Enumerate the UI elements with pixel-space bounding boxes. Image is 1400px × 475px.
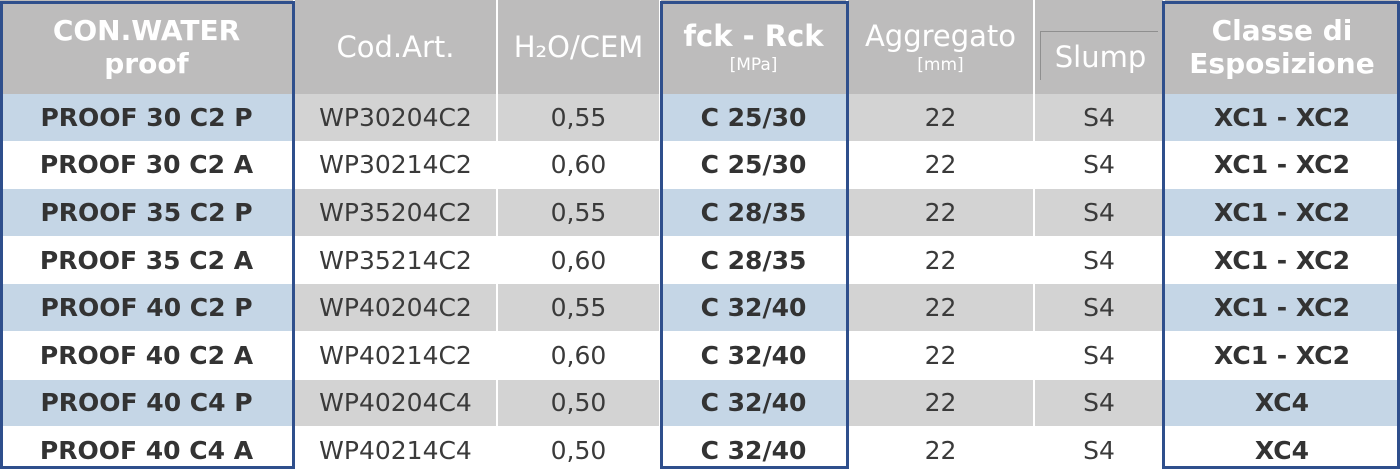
cell-code: WP40204C4 <box>294 379 498 428</box>
cell-slump: S4 <box>1034 331 1165 380</box>
cell-product: PROOF 35 C2 P <box>0 188 295 237</box>
header-ratio: H₂O/CEM <box>497 0 661 94</box>
cell-strength: C 32/40 <box>660 331 848 380</box>
cell-ratio: 0,60 <box>497 331 661 380</box>
cell-ratio: 0,50 <box>497 426 661 475</box>
cell-product: PROOF 30 C2 P <box>0 94 295 142</box>
cell-strength: C 25/30 <box>660 94 848 142</box>
cell-ratio: 0,55 <box>497 283 661 332</box>
cell-aggregate: 22 <box>847 94 1035 142</box>
cell-strength: C 28/35 <box>660 188 848 237</box>
cell-strength: C 28/35 <box>660 236 848 285</box>
cell-aggregate: 22 <box>847 283 1035 332</box>
header-slump: Slump <box>1034 0 1165 94</box>
table-row: PROOF 40 C2 P WP40204C2 0,55 C 32/40 22 … <box>0 283 1400 332</box>
header-strength-label: fck - Rck <box>683 19 824 53</box>
cell-exposure: XC1 - XC2 <box>1164 283 1400 332</box>
cell-code: WP35214C2 <box>294 236 498 285</box>
cell-aggregate: 22 <box>847 379 1035 428</box>
cell-ratio: 0,55 <box>497 188 661 237</box>
cell-slump: S4 <box>1034 141 1165 190</box>
header-product: CON.WATER proof <box>0 0 295 94</box>
table-row: PROOF 40 C4 P WP40204C4 0,50 C 32/40 22 … <box>0 379 1400 428</box>
cell-aggregate: 22 <box>847 331 1035 380</box>
cell-exposure: XC1 - XC2 <box>1164 331 1400 380</box>
cell-strength: C 32/40 <box>660 379 848 428</box>
cell-ratio: 0,60 <box>497 141 661 190</box>
cell-exposure: XC4 <box>1164 426 1400 475</box>
header-strength-unit: [MPa] <box>729 55 778 75</box>
header-strength: fck - Rck [MPa] <box>660 0 848 94</box>
cell-strength: C 32/40 <box>660 283 848 332</box>
cell-aggregate: 22 <box>847 426 1035 475</box>
cell-product: PROOF 40 C2 A <box>0 331 295 380</box>
table-row: PROOF 40 C2 A WP40214C2 0,60 C 32/40 22 … <box>0 331 1400 380</box>
cell-product: PROOF 35 C2 A <box>0 236 295 285</box>
cell-aggregate: 22 <box>847 236 1035 285</box>
cell-code: WP30214C2 <box>294 141 498 190</box>
cell-slump: S4 <box>1034 188 1165 237</box>
cell-slump: S4 <box>1034 379 1165 428</box>
header-product-label: CON.WATER proof <box>52 14 241 80</box>
cell-code: WP40214C2 <box>294 331 498 380</box>
table-body: PROOF 30 C2 P WP30204C2 0,55 C 25/30 22 … <box>0 94 1400 475</box>
cell-product: PROOF 40 C4 P <box>0 379 295 428</box>
cell-exposure: XC1 - XC2 <box>1164 188 1400 237</box>
table-row: PROOF 30 C2 P WP30204C2 0,55 C 25/30 22 … <box>0 94 1400 142</box>
cell-strength: C 25/30 <box>660 141 848 190</box>
cell-product: PROOF 40 C2 P <box>0 283 295 332</box>
header-ratio-label: H₂O/CEM <box>513 30 644 64</box>
table-row: PROOF 35 C2 P WP35204C2 0,55 C 28/35 22 … <box>0 188 1400 237</box>
cell-exposure: XC1 - XC2 <box>1164 94 1400 142</box>
cell-exposure: XC1 - XC2 <box>1164 236 1400 285</box>
cell-product: PROOF 40 C4 A <box>0 426 295 475</box>
cell-code: WP40214C4 <box>294 426 498 475</box>
cell-ratio: 0,60 <box>497 236 661 285</box>
cell-ratio: 0,55 <box>497 94 661 142</box>
header-code-label: Cod.Art. <box>336 30 455 64</box>
table-row: PROOF 40 C4 A WP40214C4 0,50 C 32/40 22 … <box>0 426 1400 475</box>
header-aggregate: Aggregato [mm] <box>847 0 1035 94</box>
cell-aggregate: 22 <box>847 141 1035 190</box>
cell-code: WP30204C2 <box>294 94 498 142</box>
cell-product: PROOF 30 C2 A <box>0 141 295 190</box>
table-row: PROOF 35 C2 A WP35214C2 0,60 C 28/35 22 … <box>0 236 1400 285</box>
cell-slump: S4 <box>1034 94 1165 142</box>
header-exposure-label: Classe di Esposizione <box>1189 14 1375 80</box>
header-aggregate-label: Aggregato <box>864 19 1017 53</box>
cell-code: WP35204C2 <box>294 188 498 237</box>
cell-slump: S4 <box>1034 426 1165 475</box>
header-code: Cod.Art. <box>294 0 498 94</box>
cell-exposure: XC1 - XC2 <box>1164 141 1400 190</box>
cell-slump: S4 <box>1034 236 1165 285</box>
cell-exposure: XC4 <box>1164 379 1400 428</box>
cell-strength: C 32/40 <box>660 426 848 475</box>
cell-code: WP40204C2 <box>294 283 498 332</box>
cell-ratio: 0,50 <box>497 379 661 428</box>
cell-aggregate: 22 <box>847 188 1035 237</box>
header-slump-label: Slump <box>1039 30 1159 80</box>
header-row: CON.WATER proof Cod.Art. H₂O/CEM fck - R… <box>0 0 1400 94</box>
cell-slump: S4 <box>1034 283 1165 332</box>
table-row: PROOF 30 C2 A WP30214C2 0,60 C 25/30 22 … <box>0 141 1400 190</box>
header-aggregate-unit: [mm] <box>917 55 964 75</box>
header-exposure: Classe di Esposizione <box>1164 0 1400 94</box>
